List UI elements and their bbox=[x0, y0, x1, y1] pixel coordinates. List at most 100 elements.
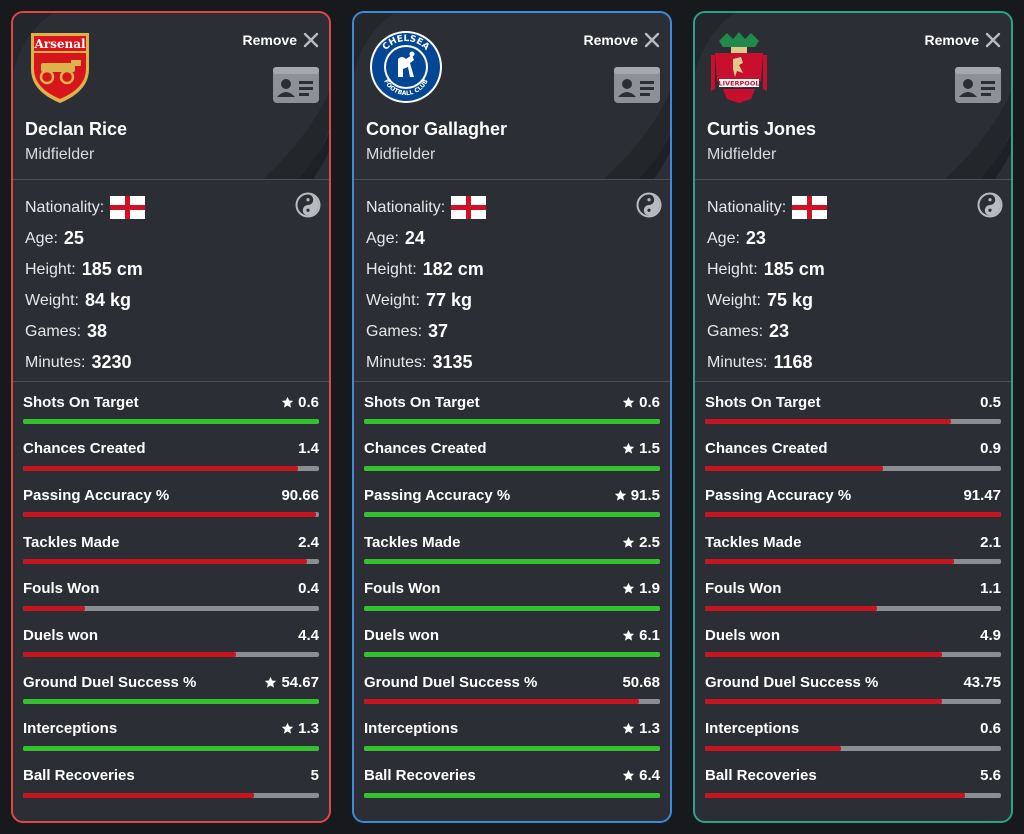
games-row: Games: 37 bbox=[366, 316, 658, 347]
stat-value: 0.6 bbox=[298, 393, 319, 411]
england-flag bbox=[451, 196, 487, 219]
close-icon bbox=[644, 32, 660, 48]
stat-row: Ball Recoveries 5.6 bbox=[705, 756, 1001, 803]
height-row: Height: 185 cm bbox=[707, 254, 999, 285]
stat-value: 2.1 bbox=[980, 533, 1001, 551]
remove-button[interactable]: Remove bbox=[243, 32, 319, 48]
stats-list: Shots On Target 0.5 Chances Created 0.9 Pass… bbox=[695, 382, 1011, 802]
games-value: 38 bbox=[87, 321, 108, 341]
stat-value-group: 50.68 bbox=[622, 674, 660, 691]
stat-bar bbox=[23, 512, 319, 518]
id-card-icon[interactable] bbox=[955, 67, 1001, 103]
stat-bar bbox=[705, 699, 1001, 705]
age-value: 23 bbox=[745, 228, 766, 248]
weight-row: Weight: 84 kg bbox=[25, 285, 317, 316]
age-value: 24 bbox=[404, 228, 425, 248]
weight-row: Weight: 75 kg bbox=[707, 285, 999, 316]
chelsea-crest: CHELSEA FOOTBALL CLUB bbox=[368, 29, 442, 105]
stat-bar bbox=[705, 745, 1001, 751]
stat-label: Ball Recoveries bbox=[23, 767, 135, 784]
player-info: Nationality: Age: 24 Height: 182 cm Weight: 77… bbox=[354, 180, 670, 381]
stat-value-group: 0.6 bbox=[622, 394, 660, 411]
stat-bar-fill bbox=[23, 559, 308, 565]
star-icon bbox=[622, 582, 635, 595]
stat-label: Duels won bbox=[23, 626, 99, 644]
stat-bar bbox=[364, 792, 660, 798]
stat-label: Interceptions bbox=[705, 720, 800, 738]
stat-value-group: 0.4 bbox=[298, 580, 319, 597]
remove-label: Remove bbox=[242, 32, 297, 48]
star-icon bbox=[622, 396, 635, 409]
player-info: Nationality: Age: 23 Height: 185 cm Weight: 75… bbox=[695, 180, 1011, 381]
stat-bar bbox=[705, 512, 1001, 518]
stat-bar-fill bbox=[23, 745, 319, 751]
stat-value: 91.47 bbox=[963, 486, 1001, 504]
stat-value-group: 54.67 bbox=[264, 674, 319, 691]
nationality-label: Nationality: bbox=[25, 198, 105, 216]
stat-row: Shots On Target 0.5 bbox=[705, 382, 1001, 429]
stat-row: Chances Created 1.5 bbox=[364, 429, 660, 476]
yin-yang-icon[interactable] bbox=[295, 192, 321, 218]
stat-value: 50.68 bbox=[622, 673, 660, 691]
age-row: Age: 24 bbox=[366, 223, 658, 254]
stat-bar-fill bbox=[23, 652, 237, 658]
remove-button[interactable]: Remove bbox=[925, 32, 1001, 48]
stat-row: Chances Created 0.9 bbox=[705, 429, 1001, 476]
stat-header: Duels won 4.9 bbox=[705, 626, 1001, 644]
stat-label: Interceptions bbox=[23, 720, 118, 738]
weight-value: 77 kg bbox=[425, 290, 472, 310]
stat-header: Ball Recoveries 5.6 bbox=[705, 767, 1001, 785]
stat-bar bbox=[364, 605, 660, 611]
stat-bar-fill bbox=[364, 465, 660, 471]
age-row: Age: 23 bbox=[707, 223, 999, 254]
stat-row: Fouls Won 1.9 bbox=[364, 569, 660, 616]
stat-value: 4.4 bbox=[298, 626, 319, 644]
stat-bar-fill bbox=[23, 512, 317, 518]
stat-bar bbox=[705, 792, 1001, 798]
stat-value: 2.5 bbox=[639, 533, 660, 551]
stat-label: Tackles Made bbox=[705, 533, 802, 551]
stat-label: Ball Recoveries bbox=[364, 767, 476, 784]
stat-header: Tackles Made 2.4 bbox=[23, 533, 319, 551]
minutes-row: Minutes: 3135 bbox=[366, 347, 658, 378]
stat-bar-fill bbox=[364, 745, 660, 751]
divider bbox=[13, 179, 329, 180]
stat-label: Duels won bbox=[364, 626, 440, 644]
divider bbox=[695, 381, 1011, 382]
stat-header: Shots On Target 0.6 bbox=[23, 393, 319, 411]
star-icon bbox=[622, 769, 635, 782]
yin-yang-icon[interactable] bbox=[977, 192, 1003, 218]
games-label: Games: bbox=[366, 322, 423, 340]
stat-value-group: 1.1 bbox=[980, 580, 1001, 597]
stat-bar-fill bbox=[23, 605, 86, 611]
stat-row: Shots On Target 0.6 bbox=[364, 382, 660, 429]
stat-header: Chances Created 1.5 bbox=[364, 440, 660, 458]
weight-row: Weight: 77 kg bbox=[366, 285, 658, 316]
stat-row: Tackles Made 2.4 bbox=[23, 522, 319, 569]
stat-row: Passing Accuracy % 91.5 bbox=[364, 475, 660, 522]
stat-label: Fouls Won bbox=[364, 580, 441, 598]
age-row: Age: 25 bbox=[25, 223, 317, 254]
stat-value-group: 0.5 bbox=[980, 394, 1001, 411]
remove-button[interactable]: Remove bbox=[584, 32, 660, 48]
stat-label: Fouls Won bbox=[705, 580, 782, 598]
stat-bar-fill bbox=[364, 605, 660, 611]
yin-yang-icon[interactable] bbox=[636, 192, 662, 218]
stat-value: 43.75 bbox=[963, 673, 1001, 691]
star-icon bbox=[614, 489, 627, 502]
stat-header: Ball Recoveries 5 bbox=[23, 767, 319, 785]
games-label: Games: bbox=[25, 322, 82, 340]
stat-bar bbox=[23, 745, 319, 751]
arsenal-crest: Arsenal bbox=[27, 29, 93, 105]
stat-header: Tackles Made 2.1 bbox=[705, 533, 1001, 551]
player-name: Declan Rice bbox=[25, 119, 128, 139]
id-card-icon[interactable] bbox=[273, 67, 319, 103]
id-card-icon[interactable] bbox=[614, 67, 660, 103]
stat-header: Tackles Made 2.5 bbox=[364, 533, 660, 551]
england-flag bbox=[110, 196, 146, 219]
remove-label: Remove bbox=[924, 32, 979, 48]
minutes-value: 1168 bbox=[773, 352, 813, 372]
stat-value: 91.5 bbox=[630, 486, 660, 504]
stat-value: 1.3 bbox=[298, 720, 319, 738]
stat-label: Ground Duel Success % bbox=[364, 673, 538, 691]
